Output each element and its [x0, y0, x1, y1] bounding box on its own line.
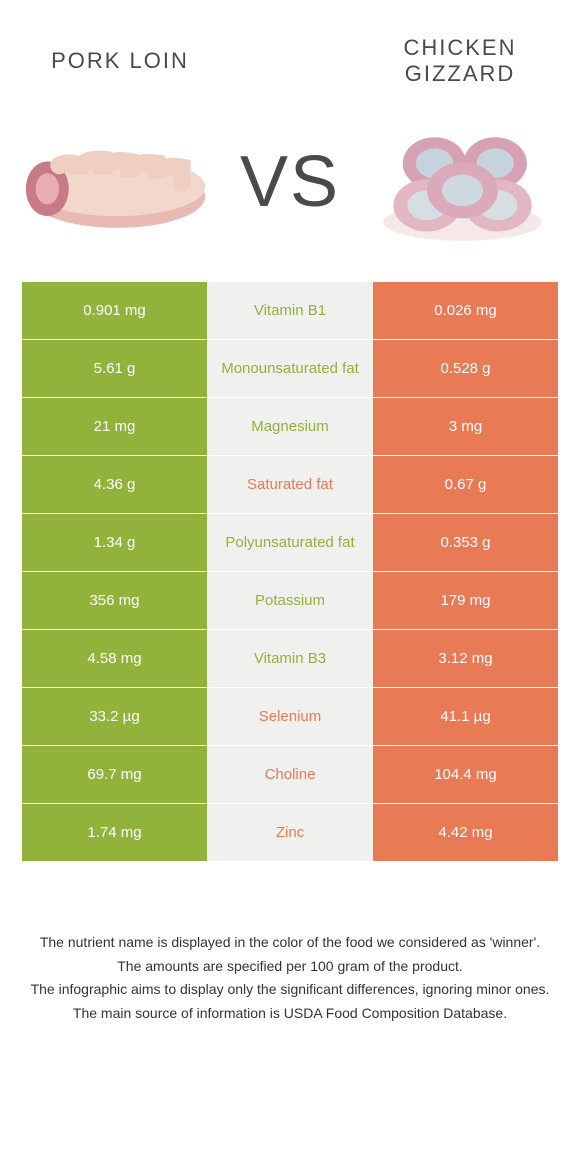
value-left: 1.34 g — [22, 514, 207, 571]
nutrient-name: Polyunsaturated fat — [207, 514, 373, 571]
value-right: 4.42 mg — [373, 804, 558, 861]
food-title-right: CHICKEN GIZZARD — [365, 35, 555, 87]
value-left: 33.2 µg — [22, 688, 207, 745]
value-right: 0.67 g — [373, 456, 558, 513]
table-row: 4.36 gSaturated fat0.67 g — [22, 456, 558, 514]
nutrient-name: Zinc — [207, 804, 373, 861]
value-right: 41.1 µg — [373, 688, 558, 745]
value-right: 0.353 g — [373, 514, 558, 571]
table-row: 69.7 mgCholine104.4 mg — [22, 746, 558, 804]
value-left: 4.36 g — [22, 456, 207, 513]
footer-line: The main source of information is USDA F… — [30, 1003, 550, 1025]
table-row: 5.61 gMonounsaturated fat0.528 g — [22, 340, 558, 398]
vs-label: VS — [240, 141, 340, 223]
footer-line: The amounts are specified per 100 gram o… — [30, 956, 550, 978]
table-row: 356 mgPotassium179 mg — [22, 572, 558, 630]
table-row: 21 mgMagnesium3 mg — [22, 398, 558, 456]
nutrient-name: Saturated fat — [207, 456, 373, 513]
header: PORK LOIN CHICKEN GIZZARD — [0, 0, 580, 97]
value-right: 0.026 mg — [373, 282, 558, 339]
food-image-right — [365, 107, 560, 257]
value-right: 0.528 g — [373, 340, 558, 397]
comparison-table: 0.901 mgVitamin B10.026 mg5.61 gMonounsa… — [22, 282, 558, 862]
value-left: 0.901 mg — [22, 282, 207, 339]
nutrient-name: Selenium — [207, 688, 373, 745]
table-row: 4.58 mgVitamin B33.12 mg — [22, 630, 558, 688]
images-row: VS — [0, 97, 580, 282]
nutrient-name: Potassium — [207, 572, 373, 629]
table-row: 1.74 mgZinc4.42 mg — [22, 804, 558, 862]
chicken-gizzard-icon — [365, 112, 560, 252]
food-title-left: PORK LOIN — [25, 48, 215, 74]
value-left: 4.58 mg — [22, 630, 207, 687]
value-left: 21 mg — [22, 398, 207, 455]
footer-line: The nutrient name is displayed in the co… — [30, 932, 550, 954]
value-right: 3.12 mg — [373, 630, 558, 687]
value-left: 356 mg — [22, 572, 207, 629]
infographic-root: PORK LOIN CHICKEN GIZZARD VS — [0, 0, 580, 1174]
nutrient-name: Choline — [207, 746, 373, 803]
value-left: 1.74 mg — [22, 804, 207, 861]
value-left: 5.61 g — [22, 340, 207, 397]
pork-loin-icon — [20, 117, 215, 247]
value-left: 69.7 mg — [22, 746, 207, 803]
table-row: 0.901 mgVitamin B10.026 mg — [22, 282, 558, 340]
nutrient-name: Magnesium — [207, 398, 373, 455]
footer-notes: The nutrient name is displayed in the co… — [30, 932, 550, 1027]
nutrient-name: Vitamin B1 — [207, 282, 373, 339]
value-right: 3 mg — [373, 398, 558, 455]
table-row: 33.2 µgSelenium41.1 µg — [22, 688, 558, 746]
value-right: 179 mg — [373, 572, 558, 629]
nutrient-name: Monounsaturated fat — [207, 340, 373, 397]
nutrient-name: Vitamin B3 — [207, 630, 373, 687]
food-image-left — [20, 107, 215, 257]
footer-line: The infographic aims to display only the… — [30, 979, 550, 1001]
value-right: 104.4 mg — [373, 746, 558, 803]
table-row: 1.34 gPolyunsaturated fat0.353 g — [22, 514, 558, 572]
